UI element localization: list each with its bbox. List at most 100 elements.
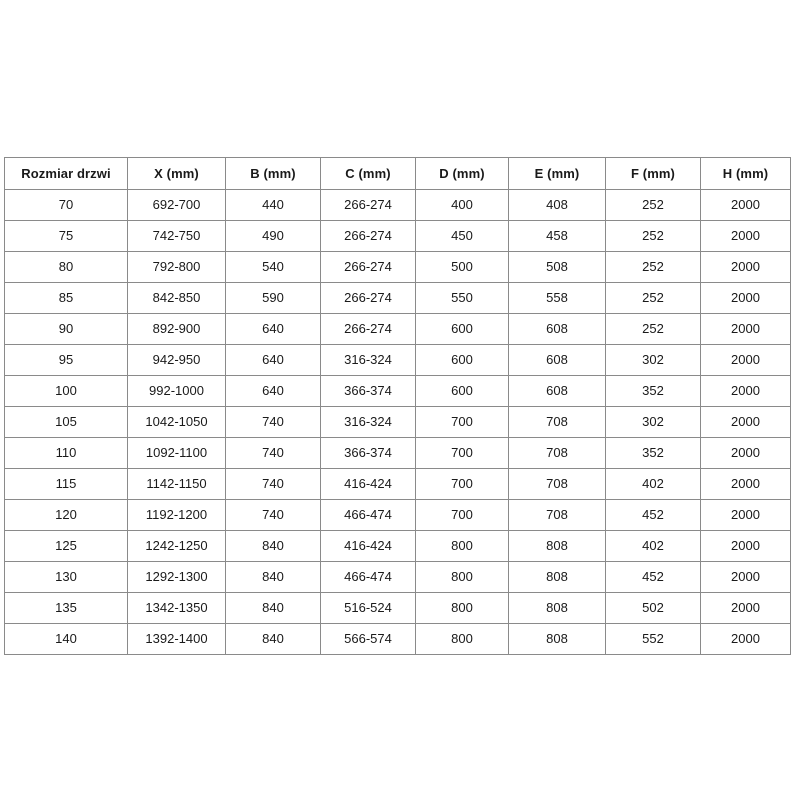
table-cell: 75 (4, 220, 128, 252)
table-cell: 508 (508, 251, 606, 283)
table-row: 70 692-700 440 266-274 400 408 252 2000 (4, 189, 791, 221)
table-cell: 2000 (700, 592, 791, 624)
column-header-h: H (mm) (700, 157, 791, 190)
table-cell: 740 (225, 437, 321, 469)
table-row: 100 992-1000 640 366-374 600 608 352 2000 (4, 375, 791, 407)
table-cell: 2000 (700, 251, 791, 283)
table-cell: 840 (225, 530, 321, 562)
table-cell: 266-274 (320, 282, 416, 314)
table-cell: 800 (415, 623, 509, 655)
table-cell: 130 (4, 561, 128, 593)
table-cell: 840 (225, 592, 321, 624)
table-cell: 942-950 (127, 344, 226, 376)
table-cell: 808 (508, 592, 606, 624)
table-cell: 266-274 (320, 313, 416, 345)
table-cell: 115 (4, 468, 128, 500)
table-cell: 2000 (700, 499, 791, 531)
table-cell: 90 (4, 313, 128, 345)
size-table-container: Rozmiar drzwi X (mm) B (mm) C (mm) D (mm… (4, 157, 791, 655)
table-cell: 95 (4, 344, 128, 376)
table-row: 90 892-900 640 266-274 600 608 252 2000 (4, 313, 791, 345)
table-cell: 466-474 (320, 499, 416, 531)
table-cell: 125 (4, 530, 128, 562)
table-cell: 302 (605, 406, 701, 438)
column-header-c: C (mm) (320, 157, 416, 190)
table-cell: 70 (4, 189, 128, 221)
table-cell: 692-700 (127, 189, 226, 221)
table-row: 125 1242-1250 840 416-424 800 808 402 2000 (4, 530, 791, 562)
table-cell: 640 (225, 344, 321, 376)
table-cell: 502 (605, 592, 701, 624)
table-cell: 302 (605, 344, 701, 376)
table-cell: 600 (415, 344, 509, 376)
table-cell: 402 (605, 468, 701, 500)
table-cell: 740 (225, 468, 321, 500)
table-cell: 2000 (700, 282, 791, 314)
table-row: 130 1292-1300 840 466-474 800 808 452 2000 (4, 561, 791, 593)
table-row: 115 1142-1150 740 416-424 700 708 402 2000 (4, 468, 791, 500)
table-cell: 416-424 (320, 468, 416, 500)
table-cell: 590 (225, 282, 321, 314)
table-cell: 140 (4, 623, 128, 655)
table-cell: 105 (4, 406, 128, 438)
table-cell: 266-274 (320, 189, 416, 221)
table-header: Rozmiar drzwi X (mm) B (mm) C (mm) D (mm… (4, 157, 791, 190)
table-cell: 808 (508, 530, 606, 562)
table-cell: 500 (415, 251, 509, 283)
table-cell: 416-424 (320, 530, 416, 562)
table-cell: 85 (4, 282, 128, 314)
table-cell: 490 (225, 220, 321, 252)
table-cell: 808 (508, 623, 606, 655)
table-cell: 558 (508, 282, 606, 314)
table-cell: 266-274 (320, 220, 416, 252)
table-cell: 2000 (700, 220, 791, 252)
table-cell: 608 (508, 313, 606, 345)
table-cell: 800 (415, 561, 509, 593)
table-cell: 2000 (700, 530, 791, 562)
table-cell: 2000 (700, 623, 791, 655)
table-cell: 742-750 (127, 220, 226, 252)
table-cell: 2000 (700, 344, 791, 376)
table-row: 135 1342-1350 840 516-524 800 808 502 2000 (4, 592, 791, 624)
table-cell: 120 (4, 499, 128, 531)
table-cell: 450 (415, 220, 509, 252)
column-header-b: B (mm) (225, 157, 321, 190)
table-cell: 2000 (700, 189, 791, 221)
table-cell: 550 (415, 282, 509, 314)
table-cell: 135 (4, 592, 128, 624)
table-cell: 840 (225, 561, 321, 593)
table-body: 70 692-700 440 266-274 400 408 252 2000 75 742-75… (4, 189, 791, 655)
table-cell: 540 (225, 251, 321, 283)
table-cell: 2000 (700, 468, 791, 500)
table-cell: 800 (415, 530, 509, 562)
table-cell: 1192-1200 (127, 499, 226, 531)
table-cell: 708 (508, 468, 606, 500)
table-cell: 408 (508, 189, 606, 221)
table-cell: 452 (605, 499, 701, 531)
table-cell: 700 (415, 437, 509, 469)
table-cell: 708 (508, 437, 606, 469)
table-header-row: Rozmiar drzwi X (mm) B (mm) C (mm) D (mm… (4, 157, 791, 190)
table-row: 105 1042-1050 740 316-324 700 708 302 2000 (4, 406, 791, 438)
table-cell: 608 (508, 375, 606, 407)
table-cell: 252 (605, 220, 701, 252)
table-cell: 700 (415, 499, 509, 531)
table-cell: 552 (605, 623, 701, 655)
table-cell: 266-274 (320, 251, 416, 283)
table-cell: 992-1000 (127, 375, 226, 407)
table-cell: 600 (415, 375, 509, 407)
table-cell: 252 (605, 282, 701, 314)
table-cell: 402 (605, 530, 701, 562)
table-cell: 452 (605, 561, 701, 593)
column-header-x: X (mm) (127, 157, 226, 190)
table-cell: 316-324 (320, 344, 416, 376)
table-cell: 100 (4, 375, 128, 407)
table-cell: 316-324 (320, 406, 416, 438)
table-cell: 2000 (700, 561, 791, 593)
table-cell: 700 (415, 468, 509, 500)
table-row: 85 842-850 590 266-274 550 558 252 2000 (4, 282, 791, 314)
table-row: 120 1192-1200 740 466-474 700 708 452 2000 (4, 499, 791, 531)
table-cell: 352 (605, 437, 701, 469)
table-cell: 600 (415, 313, 509, 345)
